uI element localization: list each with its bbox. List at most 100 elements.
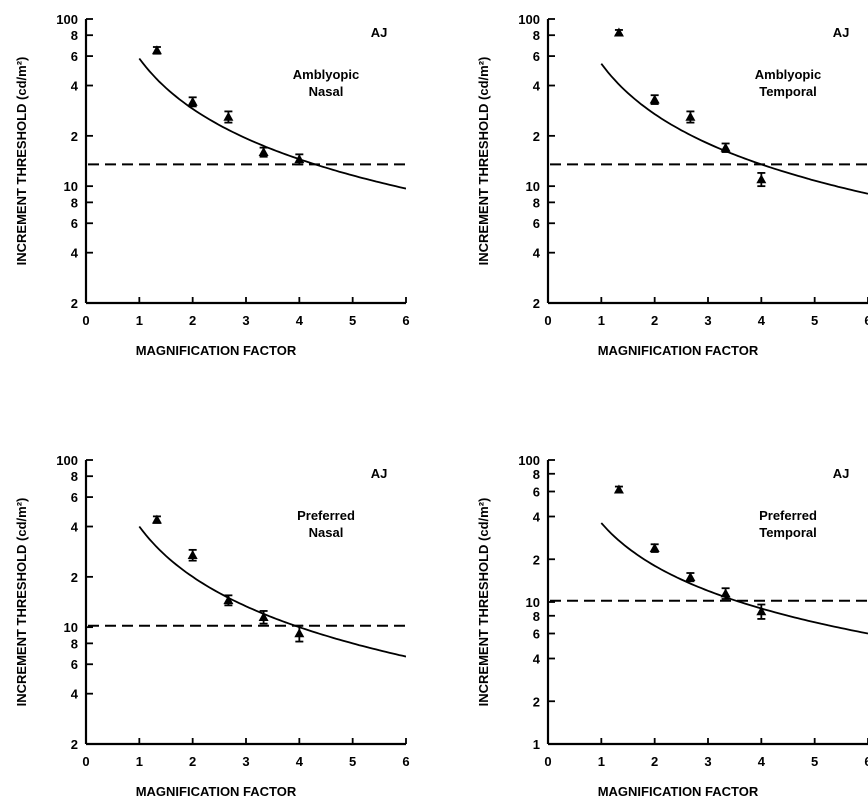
x-axis-title: MAGNIFICATION FACTOR: [136, 784, 297, 798]
y-tick-label: 100: [56, 12, 78, 27]
y-tick-label: 100: [518, 453, 540, 468]
subject-label: AJ: [833, 466, 850, 481]
y-tick-label: 8: [71, 28, 78, 43]
x-tick-label: 0: [544, 754, 551, 769]
data-point: [187, 550, 198, 560]
x-tick-label: 2: [651, 313, 658, 328]
y-tick-label: 8: [71, 469, 78, 484]
y-tick-label: 6: [71, 490, 78, 505]
data-point: [223, 111, 234, 121]
y-tick-label: 2: [533, 296, 540, 311]
data-point: [294, 628, 305, 638]
y-tick-label: 6: [533, 49, 540, 64]
data-point: [223, 595, 234, 605]
x-axis-title: MAGNIFICATION FACTOR: [136, 343, 297, 358]
y-tick-label: 2: [71, 129, 78, 144]
x-tick-label: 4: [758, 313, 766, 328]
y-tick-label: 8: [533, 195, 540, 210]
data-point: [756, 606, 767, 616]
fit-curve: [138, 525, 406, 658]
fit-curve: [600, 522, 868, 635]
y-tick-label: 2: [71, 570, 78, 585]
data-point: [613, 484, 624, 494]
fit-curve: [138, 57, 406, 190]
data-point: [720, 142, 731, 152]
data-point: [720, 588, 731, 598]
condition-label-line: Amblyopic: [755, 67, 821, 82]
data-point: [258, 612, 269, 622]
x-tick-label: 3: [242, 754, 249, 769]
y-tick-label: 10: [64, 620, 78, 635]
y-axis-title: INCREMENT THRESHOLD (cd/m²): [14, 498, 29, 707]
y-tick-label: 4: [533, 652, 541, 667]
y-tick-label: 2: [71, 737, 78, 752]
x-tick-label: 1: [598, 313, 605, 328]
x-tick-label: 6: [402, 313, 409, 328]
x-tick-label: 2: [651, 754, 658, 769]
condition-label-line: Preferred: [297, 508, 355, 523]
data-point: [685, 571, 696, 581]
x-tick-label: 5: [349, 313, 356, 328]
x-tick-label: 0: [544, 313, 551, 328]
data-point: [613, 27, 624, 37]
y-tick-label: 6: [71, 657, 78, 672]
y-tick-label: 6: [71, 49, 78, 64]
x-tick-label: 4: [296, 313, 304, 328]
y-tick-label: 6: [71, 216, 78, 231]
condition-label-line: Nasal: [309, 525, 344, 540]
y-tick-label: 6: [533, 485, 540, 500]
y-axis-title: INCREMENT THRESHOLD (cd/m²): [14, 57, 29, 266]
panel-preferred-temporal: 012345612468102468100MAGNIFICATION FACTO…: [476, 453, 868, 798]
y-tick-label: 10: [526, 179, 540, 194]
x-tick-label: 5: [811, 754, 818, 769]
x-tick-label: 0: [82, 313, 89, 328]
y-tick-label: 1: [533, 737, 540, 752]
x-tick-label: 5: [349, 754, 356, 769]
x-tick-label: 1: [598, 754, 605, 769]
y-tick-label: 4: [533, 246, 541, 261]
y-axis-title: INCREMENT THRESHOLD (cd/m²): [476, 498, 491, 707]
x-tick-label: 2: [189, 313, 196, 328]
y-tick-label: 8: [71, 636, 78, 651]
x-tick-label: 4: [296, 754, 304, 769]
x-tick-label: 3: [704, 754, 711, 769]
y-tick-label: 4: [71, 687, 79, 702]
y-tick-label: 10: [64, 179, 78, 194]
y-tick-label: 4: [71, 520, 79, 535]
condition-label-line: Nasal: [309, 84, 344, 99]
x-tick-label: 5: [811, 313, 818, 328]
data-point: [649, 543, 660, 553]
y-tick-label: 2: [533, 129, 540, 144]
data-point: [685, 111, 696, 121]
condition-label-line: Amblyopic: [293, 67, 359, 82]
y-tick-label: 8: [533, 467, 540, 482]
condition-label-line: Preferred: [759, 508, 817, 523]
y-tick-label: 2: [533, 552, 540, 567]
x-tick-label: 3: [242, 313, 249, 328]
x-tick-label: 4: [758, 754, 766, 769]
data-point: [151, 514, 162, 524]
x-tick-label: 1: [136, 754, 143, 769]
y-tick-label: 100: [518, 12, 540, 27]
y-tick-label: 6: [533, 627, 540, 642]
subject-label: AJ: [371, 466, 388, 481]
x-tick-label: 1: [136, 313, 143, 328]
fit-curve: [600, 63, 868, 195]
condition-label-line: Temporal: [759, 525, 817, 540]
y-tick-label: 2: [533, 694, 540, 709]
x-axis-title: MAGNIFICATION FACTOR: [598, 343, 759, 358]
x-tick-label: 6: [864, 313, 868, 328]
y-tick-label: 4: [533, 79, 541, 94]
y-tick-label: 4: [71, 79, 79, 94]
data-point: [258, 147, 269, 157]
data-point: [294, 154, 305, 164]
data-point: [187, 96, 198, 106]
data-point: [649, 94, 660, 104]
condition-label-line: Temporal: [759, 84, 817, 99]
subject-label: AJ: [833, 25, 850, 40]
x-tick-label: 3: [704, 313, 711, 328]
y-tick-label: 6: [533, 216, 540, 231]
